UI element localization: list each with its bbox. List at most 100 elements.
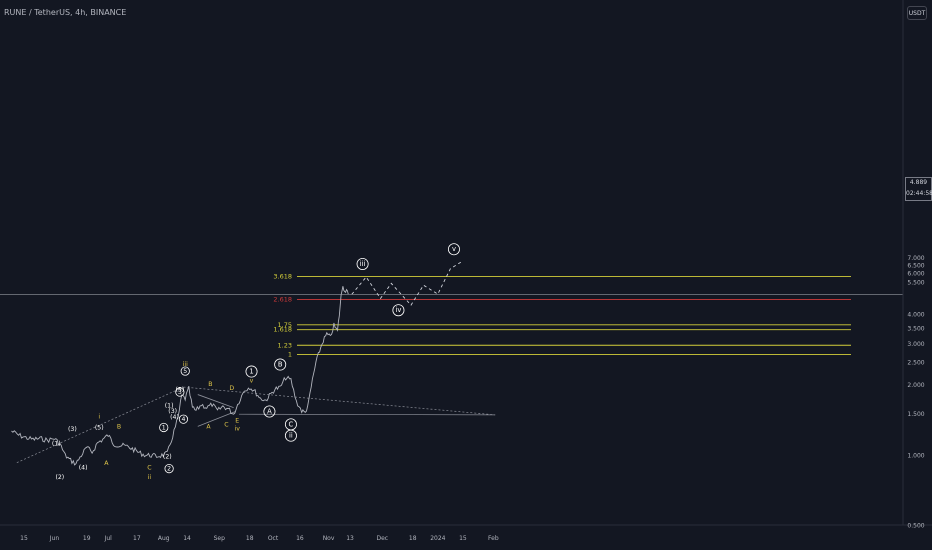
wave-label: 1	[249, 368, 253, 376]
wave-label-ring	[159, 422, 169, 433]
wave-label: 5	[183, 368, 187, 375]
price-line	[11, 286, 349, 466]
wave-label-ring	[178, 414, 189, 424]
wave-label: (3)	[168, 408, 177, 415]
wave-label: 3	[178, 389, 182, 396]
wave-label: (1)	[52, 441, 61, 448]
falling-trendline	[183, 386, 496, 416]
wave-label: v	[250, 378, 254, 385]
support-line	[238, 413, 496, 416]
time-tick-label: 14	[183, 535, 191, 542]
wave-label: ii	[148, 474, 152, 481]
wave-label: iii	[183, 361, 188, 368]
price-series	[11, 286, 349, 466]
triangle-lower-line	[197, 411, 236, 427]
wave-label: C	[224, 421, 228, 428]
time-tick-label: Jun	[49, 535, 60, 542]
last-price-value: 4.889	[909, 179, 928, 186]
fib-level-label: 1	[288, 351, 292, 359]
fib-level-label: 1.75	[278, 321, 292, 329]
triangle-upper-line	[197, 394, 234, 409]
wave-label-ring	[263, 405, 276, 418]
wave-label-ring	[164, 463, 174, 474]
wave-label-ring	[284, 429, 297, 442]
wave-label: A	[267, 408, 272, 416]
projection-line	[351, 260, 464, 306]
wave-label: ii	[289, 432, 293, 440]
time-tick-label: 13	[346, 535, 354, 542]
trendlines	[0, 294, 903, 463]
price-tick-label: 4.000	[907, 312, 924, 319]
wave-label: E	[235, 418, 239, 425]
wave-label: 1	[162, 424, 166, 431]
time-tick-label: Feb	[488, 535, 499, 542]
wave-label: B	[117, 424, 121, 431]
wave-label: (4)	[170, 414, 179, 421]
wave-label: iii	[360, 260, 366, 268]
wave-label: 4	[181, 416, 185, 423]
price-tick-label: 3.000	[907, 341, 924, 348]
projection-path	[351, 260, 464, 306]
wave-label: iv	[234, 425, 240, 432]
wave-label-ring	[392, 304, 405, 317]
time-tick-label: Jul	[104, 535, 113, 542]
wave-label: C	[147, 464, 151, 471]
wave-label-ring	[356, 257, 369, 270]
fib-level-label: 2.618	[273, 295, 292, 303]
time-tick-label: 2024	[430, 535, 445, 542]
wave-label-ring	[274, 358, 287, 371]
time-tick-label: Sep	[214, 535, 226, 542]
time-tick-label: 16	[296, 535, 304, 542]
wave-label: (2)	[55, 474, 64, 481]
price-tick-label: 5.500	[907, 279, 924, 286]
wave-label: B	[208, 381, 212, 388]
bar-countdown: 02:44:58	[906, 190, 932, 197]
price-tick-label: 6.000	[907, 271, 924, 278]
wave-label: A	[104, 460, 109, 467]
fib-level-label: 1.23	[278, 341, 292, 349]
wave-label: D	[229, 385, 234, 392]
time-tick-label: Nov	[323, 535, 335, 542]
wave-label: (5)	[175, 386, 184, 393]
wave-label: B	[278, 361, 283, 369]
price-tick-label: 2.500	[907, 359, 924, 366]
wave-label-ring	[245, 365, 258, 378]
price-tick-label: 0.500	[907, 523, 924, 530]
time-tick-label: 18	[246, 535, 254, 542]
wave-label: C	[289, 420, 294, 428]
wave-label: v	[452, 245, 456, 253]
wave-label-ring	[447, 243, 460, 256]
price-tick-label: 1.000	[907, 452, 924, 459]
time-tick-label: 15	[20, 535, 28, 542]
time-tick-label: Oct	[268, 535, 279, 542]
symbol-title: RUNE / TetherUS, 4h, BINANCE	[4, 8, 127, 17]
wave-label: 2	[167, 466, 171, 473]
price-tick-label: 6.500	[907, 262, 924, 269]
price-tick-label: 1.500	[907, 411, 924, 418]
wave-label: A	[206, 424, 211, 431]
wave-label: (1)	[165, 403, 174, 410]
last-price-tag: 4.889 02:44:58	[905, 177, 932, 201]
wave-label: iv	[395, 306, 401, 314]
rising-trendline	[16, 386, 184, 463]
time-tick-label: 18	[409, 535, 417, 542]
price-tick-label: 7.000	[907, 255, 924, 262]
time-tick-label: 19	[83, 535, 91, 542]
time-tick-label: 17	[133, 535, 141, 542]
price-tick-label: 3.500	[907, 325, 924, 332]
wave-label-ring	[180, 366, 190, 376]
time-tick-label: Dec	[376, 535, 388, 542]
fibonacci-levels: 3.618 2.618 1.751.618 1.23 1	[273, 273, 851, 359]
currency-unit-button[interactable]: USDT	[907, 6, 927, 20]
time-tick-label: 15	[459, 535, 467, 542]
price-tick-label: 2.000	[907, 382, 924, 389]
wave-label: (3)	[68, 426, 77, 433]
wave-label: (2)	[163, 453, 172, 460]
wave-label: i	[98, 413, 100, 420]
wave-label: (4)	[79, 464, 88, 471]
time-tick-label: Aug	[158, 535, 170, 542]
fib-level-label: 3.618	[273, 273, 292, 281]
fib-level-label: 1.618	[273, 326, 292, 334]
